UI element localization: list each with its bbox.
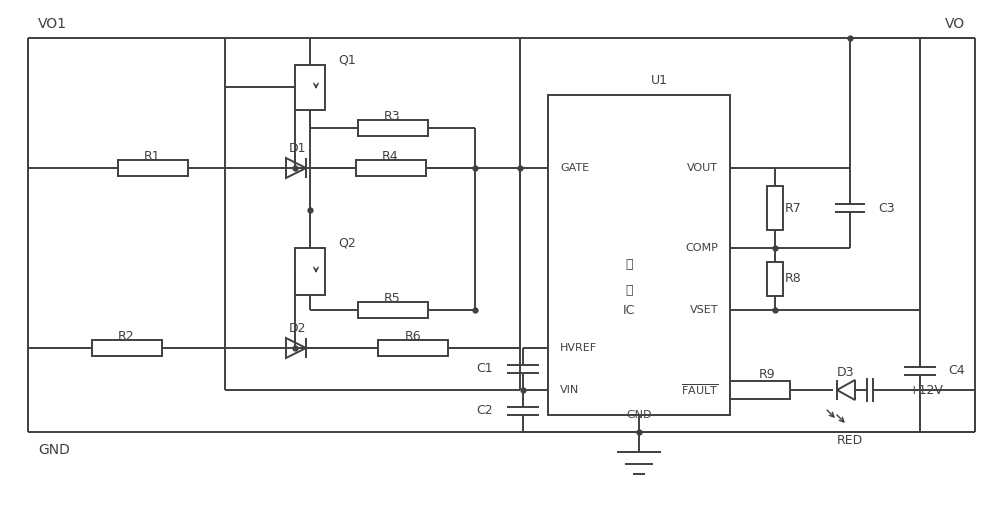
Text: C4: C4 [948, 364, 965, 377]
Text: R7: R7 [785, 201, 801, 214]
Bar [92, 340, 162, 356]
Text: R5: R5 [384, 291, 401, 304]
Bar [730, 381, 790, 399]
Bar [767, 262, 783, 296]
Text: RED: RED [837, 433, 863, 447]
Bar [118, 160, 188, 176]
Text: R9: R9 [759, 368, 776, 380]
Bar [295, 248, 325, 295]
Text: GND: GND [38, 443, 70, 457]
Text: 动: 动 [625, 284, 633, 297]
Text: VSET: VSET [690, 305, 718, 315]
Text: C2: C2 [476, 405, 493, 417]
Text: 驱: 驱 [625, 259, 633, 271]
Text: D2: D2 [289, 321, 307, 335]
Text: $\overline{\mathrm{FAULT}}$: $\overline{\mathrm{FAULT}}$ [681, 383, 718, 397]
Text: C3: C3 [878, 201, 895, 214]
Bar [356, 160, 426, 176]
Text: R2: R2 [118, 329, 135, 342]
Text: R4: R4 [382, 150, 399, 162]
Bar [358, 302, 428, 318]
Text: U1: U1 [650, 74, 668, 86]
Text: GND: GND [626, 410, 652, 420]
Text: VOUT: VOUT [687, 163, 718, 173]
Text: R1: R1 [144, 150, 161, 162]
Text: R3: R3 [384, 109, 401, 122]
Text: R6: R6 [405, 329, 421, 342]
Bar [295, 65, 325, 110]
Bar [378, 340, 448, 356]
Text: VIN: VIN [560, 385, 579, 395]
Text: D1: D1 [289, 141, 307, 155]
Bar [548, 95, 730, 415]
Bar [358, 120, 428, 136]
Text: HVREF: HVREF [560, 343, 597, 353]
Text: VO: VO [945, 17, 965, 31]
Text: GATE: GATE [560, 163, 589, 173]
Text: R8: R8 [785, 272, 801, 285]
Text: C1: C1 [476, 362, 493, 376]
Text: COMP: COMP [685, 243, 718, 253]
Text: +12V: +12V [909, 383, 944, 396]
Bar [767, 186, 783, 230]
Text: Q2: Q2 [338, 236, 356, 249]
Text: Q1: Q1 [338, 53, 356, 66]
Text: IC: IC [623, 303, 635, 317]
Text: VO1: VO1 [38, 17, 67, 31]
Text: D3: D3 [836, 365, 854, 378]
